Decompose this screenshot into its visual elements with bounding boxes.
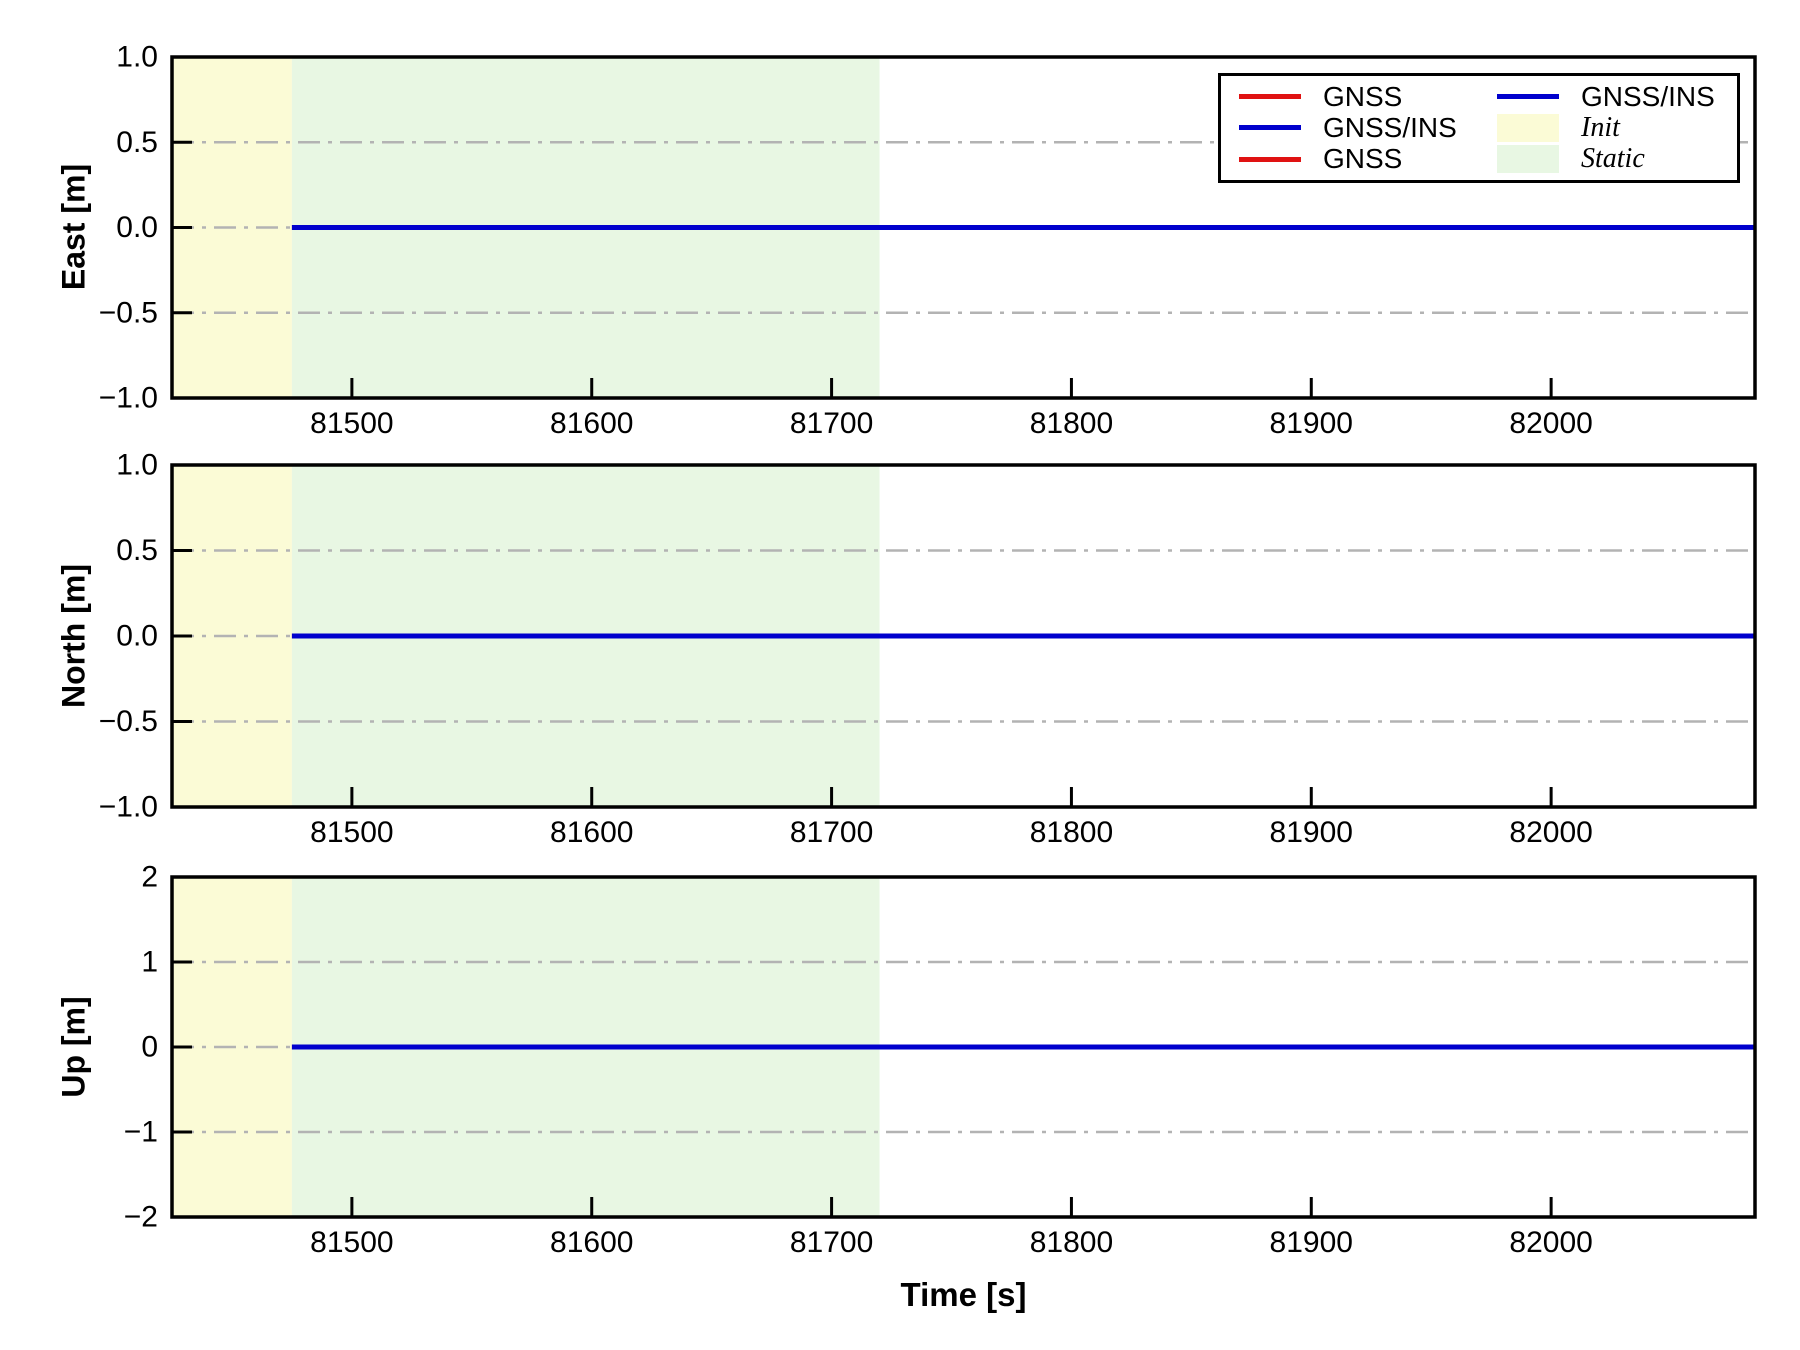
legend-entry: GNSS bbox=[1239, 144, 1497, 175]
x-tick-label: 82000 bbox=[1509, 407, 1592, 440]
y-tick-label: −0.5 bbox=[99, 296, 158, 329]
y-tick-label: 1.0 bbox=[116, 449, 158, 482]
legend-swatch-line bbox=[1239, 125, 1301, 131]
x-tick-label: 81800 bbox=[1030, 1226, 1113, 1259]
x-tick-label: 81800 bbox=[1030, 816, 1113, 849]
legend-label: Static bbox=[1581, 143, 1645, 175]
legend-swatch-patch bbox=[1497, 113, 1559, 142]
legend-entry: GNSS/INS bbox=[1239, 112, 1497, 143]
y-tick-label: −1 bbox=[124, 1116, 158, 1149]
legend-entry: Init bbox=[1497, 112, 1737, 143]
x-tick-label: 81900 bbox=[1270, 407, 1353, 440]
y-tick-label: 0.5 bbox=[116, 126, 158, 159]
y-axis-label-north: North [m] bbox=[55, 564, 92, 708]
y-tick-label: 2 bbox=[141, 861, 158, 894]
y-tick-label: 0.0 bbox=[116, 620, 158, 653]
y-tick-label: 0.5 bbox=[116, 534, 158, 567]
x-tick-label: 81700 bbox=[790, 1226, 873, 1259]
legend-column: GNSS GNSS/INS GNSS bbox=[1239, 81, 1497, 175]
legend: GNSS GNSS/INS GNSS GNSS/INS Init Static bbox=[1218, 73, 1740, 183]
legend-label: GNSS bbox=[1323, 80, 1403, 112]
x-tick-label: 81900 bbox=[1270, 816, 1353, 849]
x-tick-label: 81900 bbox=[1270, 1226, 1353, 1259]
legend-label: GNSS/INS bbox=[1323, 111, 1457, 143]
legend-swatch-line bbox=[1239, 94, 1301, 100]
y-tick-label: 1 bbox=[141, 946, 158, 979]
legend-entry: Static bbox=[1497, 144, 1737, 175]
y-tick-label: 1.0 bbox=[116, 41, 158, 74]
x-tick-label: 81500 bbox=[310, 407, 393, 440]
x-tick-label: 81700 bbox=[790, 407, 873, 440]
legend-column: GNSS/INS Init Static bbox=[1497, 81, 1737, 175]
y-tick-label: −1.0 bbox=[99, 791, 158, 824]
x-tick-label: 81600 bbox=[550, 1226, 633, 1259]
y-tick-label: 0.0 bbox=[116, 211, 158, 244]
legend-label: Init bbox=[1581, 111, 1620, 143]
y-axis-label-up: Up [m] bbox=[55, 996, 92, 1098]
y-tick-label: −1.0 bbox=[99, 382, 158, 415]
y-axis-label-east: East [m] bbox=[55, 163, 92, 291]
x-tick-label: 81600 bbox=[550, 816, 633, 849]
legend-entry: GNSS bbox=[1239, 81, 1497, 112]
x-tick-label: 81500 bbox=[310, 1226, 393, 1259]
legend-swatch-line bbox=[1497, 94, 1559, 100]
x-axis-label-time: Time [s] bbox=[900, 1276, 1027, 1313]
x-tick-label: 81500 bbox=[310, 816, 393, 849]
x-tick-label: 82000 bbox=[1509, 816, 1592, 849]
y-tick-label: 0 bbox=[141, 1031, 158, 1064]
x-tick-label: 82000 bbox=[1509, 1226, 1592, 1259]
x-tick-label: 81600 bbox=[550, 407, 633, 440]
legend-swatch-line bbox=[1239, 156, 1301, 162]
legend-swatch-patch bbox=[1497, 145, 1559, 174]
y-tick-label: −0.5 bbox=[99, 705, 158, 738]
x-tick-label: 81800 bbox=[1030, 407, 1113, 440]
legend-label: GNSS/INS bbox=[1581, 80, 1715, 112]
legend-label: GNSS bbox=[1323, 143, 1403, 175]
y-tick-label: −2 bbox=[124, 1201, 158, 1234]
x-tick-label: 81700 bbox=[790, 816, 873, 849]
legend-entry: GNSS/INS bbox=[1497, 81, 1737, 112]
